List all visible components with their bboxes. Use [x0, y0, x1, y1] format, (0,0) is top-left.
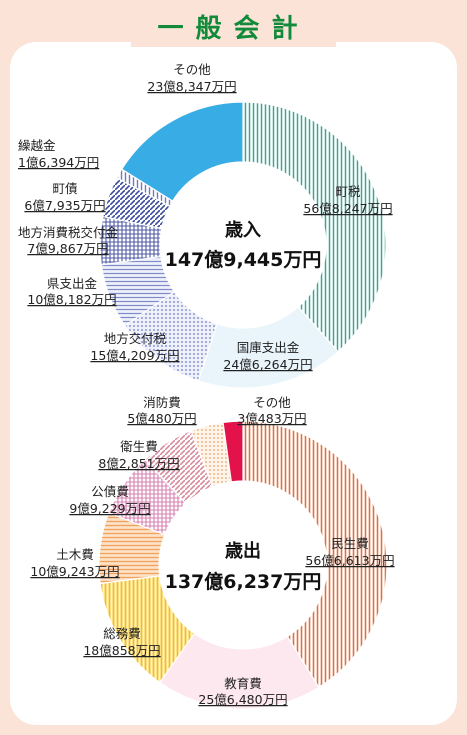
center-total: 137億6,237万円 [165, 570, 322, 593]
slice-label: 県支出金 [47, 276, 98, 291]
title-wrap: 一般会計 [0, 6, 467, 47]
slice-label: 繰越金 [18, 138, 56, 153]
slice-label: 地方消費税交付金 [18, 225, 119, 240]
center-total: 147億9,445万円 [165, 248, 322, 271]
slice-label: 総務費 [103, 626, 141, 641]
donut-hole [159, 481, 327, 649]
slice-value: 3億483万円 [237, 411, 306, 426]
center-title: 歳入 [225, 220, 261, 241]
slice-value: 23億8,347万円 [147, 79, 236, 94]
slice-label: その他 [173, 62, 211, 77]
donut-hole [160, 162, 326, 328]
slice-value: 15億4,209万円 [90, 348, 179, 363]
slice-label: 消防費 [143, 395, 181, 410]
slice-label: 教育費 [224, 676, 262, 691]
slice-value: 56億6,613万円 [305, 553, 394, 568]
center-title: 歳出 [225, 540, 261, 562]
slice-value: 56億8,247万円 [303, 201, 392, 216]
slice-value: 10億8,182万円 [27, 292, 116, 307]
page-title: 一般会計 [131, 6, 336, 47]
slice-value: 1億6,394万円 [18, 155, 99, 170]
slice-value: 7億9,867万円 [27, 241, 108, 256]
slice-value: 6億7,935万円 [24, 198, 105, 213]
slice-label: 民生費 [331, 536, 369, 551]
slice-value: 5億480万円 [127, 411, 196, 426]
slice-value: 8億2,851万円 [98, 456, 179, 471]
slice-label: 土木費 [56, 547, 94, 562]
slice-value: 25億6,480万円 [198, 692, 287, 707]
slice-label: 国庫支出金 [237, 340, 300, 355]
slice-value: 9億9,229万円 [69, 501, 150, 516]
slice-label: 衛生費 [120, 439, 158, 454]
slice-label: その他 [253, 395, 291, 410]
slice-label: 地方交付税 [104, 331, 167, 346]
slice-value: 10億9,243万円 [30, 564, 119, 579]
slice-label: 町債 [52, 181, 77, 196]
slice-label: 公債費 [91, 484, 129, 499]
slice-value: 24億6,264万円 [223, 357, 312, 372]
slice-value: 18億858万円 [83, 643, 160, 658]
slice-label: 町税 [335, 184, 361, 199]
